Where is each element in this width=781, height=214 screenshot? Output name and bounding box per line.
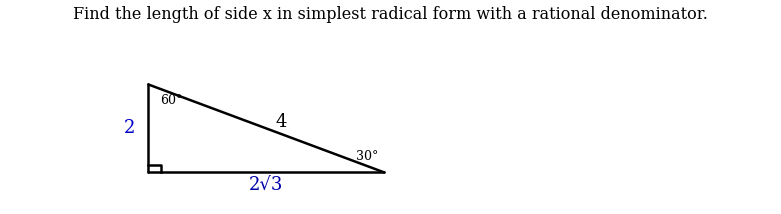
Text: 2√3: 2√3: [249, 176, 284, 194]
Text: 60°: 60°: [161, 94, 183, 107]
Text: Find the length of side x in simplest radical form with a rational denominator.: Find the length of side x in simplest ra…: [73, 6, 708, 23]
Text: 2: 2: [123, 119, 135, 137]
Text: 30°: 30°: [356, 150, 379, 163]
Text: 4: 4: [276, 113, 287, 131]
